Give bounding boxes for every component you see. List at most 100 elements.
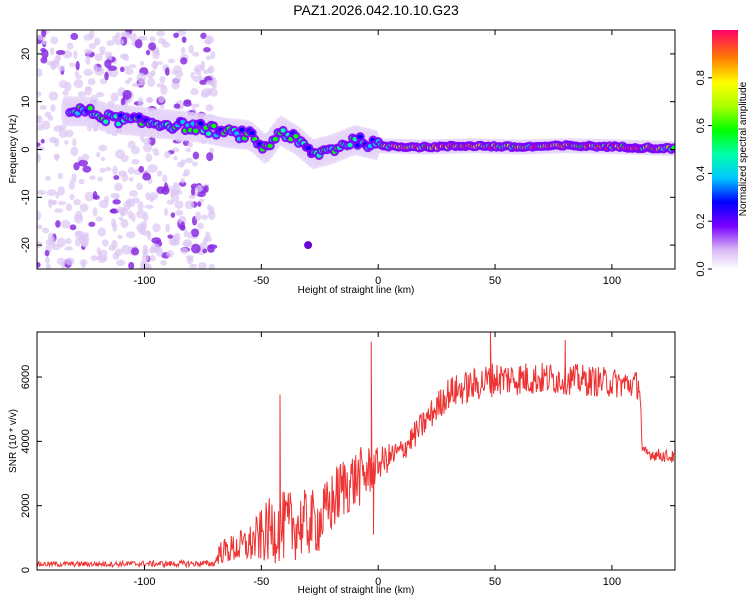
spectrogram-ridge-cell (115, 121, 122, 127)
spectrogram-noise-blob (175, 209, 184, 216)
snr-xtick-label: 100 (603, 576, 621, 588)
spectrogram-noise-blob (81, 153, 90, 161)
spectrogram-noise-blob (160, 104, 165, 110)
spectrogram-noise-blob (180, 57, 188, 65)
spectrogram-noise-blob (137, 201, 144, 211)
spectrogram-noise-blob (62, 89, 69, 96)
spectrogram-ridge-cell (74, 111, 81, 116)
snr-xtick-label: -100 (133, 576, 155, 588)
spectrogram-ridge-cell (272, 136, 278, 142)
spectrogram-noise-blob (88, 30, 95, 40)
spectrogram-noise-blob (111, 239, 118, 250)
spectrogram-noise-blob (156, 170, 163, 177)
spectrogram-noise-blob (58, 65, 65, 72)
spectrogram-noise-blob (148, 136, 156, 146)
spectrogram-noise-blob (166, 199, 175, 205)
snr-ytick-label: 2000 (20, 493, 32, 517)
spectrogram-noise-blob (191, 186, 196, 197)
spectrogram-noise-blob (145, 153, 153, 163)
spectrogram-noise-blob (55, 220, 61, 228)
spectrogram-noise-blob (160, 260, 168, 266)
spectrogram-noise-blob (98, 199, 109, 209)
spectrogram-noise-blob (202, 69, 209, 75)
spectrogram-noise-blob (116, 259, 126, 267)
spectrogram-noise-blob (69, 224, 77, 231)
snr-line-group (37, 332, 675, 569)
colorbar-gradient (712, 30, 738, 269)
spectrogram-noise-blob (96, 91, 105, 98)
spectrogram-noise-blob (97, 176, 104, 182)
spectrogram-noise-blob (73, 198, 81, 206)
spectrogram-noise-blob (142, 137, 152, 145)
spectrogram-noise-blob (50, 47, 55, 56)
spectrogram-noise-blob (144, 204, 154, 209)
spectrogram-noise-blob (156, 60, 164, 65)
spectrogram-noise-blob (182, 239, 193, 248)
spectrogram-noise-blob (167, 58, 175, 64)
spectrogram-noise-blob (104, 51, 110, 60)
spectrogram-noise-blob (125, 199, 132, 204)
spectrogram-xtick-label: 0 (375, 275, 381, 287)
spectrogram-noise-blob (172, 65, 182, 74)
spectrogram-noise-blob (195, 184, 203, 193)
spectrogram-ridge-cell (87, 105, 93, 111)
spectrogram-ytick-label: -10 (20, 189, 32, 205)
spectrogram-noise-blob (88, 221, 96, 227)
spectrogram-noise-blob (41, 120, 51, 130)
spectrogram-noise-blob (158, 95, 165, 103)
snr-ytick-label: 0 (20, 567, 32, 573)
spectrogram-noise-blob (115, 149, 125, 159)
spectrogram-noise-blob (132, 197, 140, 204)
spectrogram-ridge-cell (306, 145, 312, 151)
spectrogram-noise-blob (136, 209, 146, 219)
spectrogram-xlabel: Height of straight line (km) (298, 285, 415, 296)
spectrogram-noise-blob (173, 32, 179, 39)
spectrogram-noise-blob (106, 40, 115, 46)
colorbar-tick-label: 0.4 (695, 166, 707, 181)
spectrogram-ytick-label: 20 (20, 48, 32, 60)
spectrogram-noise-blob (180, 221, 185, 230)
spectrogram-noise-blob (188, 44, 194, 54)
spectrogram-noise-blob (146, 72, 154, 79)
spectrogram-noise-blob (210, 50, 216, 59)
spectrogram-noise-blob (170, 212, 176, 218)
spectrogram-noise-blob (197, 201, 202, 207)
spectrogram-noise-blob (44, 249, 50, 257)
spectrogram-ridge-cell (103, 119, 109, 124)
snr-panel: -100 -50 0 50 100 0 2000 4000 6000 Height of str… (8, 331, 676, 596)
spectrogram-ytick-label: -20 (20, 237, 32, 253)
spectrogram-noise-blob (110, 208, 117, 214)
spectrogram-noise-blob (192, 151, 200, 160)
spectrogram-noise-blob (194, 69, 202, 75)
spectrogram-noise-blob (87, 78, 96, 86)
spectrogram-noise-blob (120, 97, 126, 106)
spectrogram-noise-blob (75, 60, 80, 71)
snr-ylabel: SNR (10 * v/v) (8, 409, 19, 473)
spectrogram-noise-blob (134, 38, 143, 49)
spectrogram-noise-blob (145, 49, 151, 56)
spectrogram-noise-blob (190, 71, 196, 79)
spectrogram-noise-blob (138, 165, 145, 173)
spectrogram-noise-blob (209, 88, 218, 97)
spectrogram-noise-blob (199, 198, 205, 203)
spectrogram-noise-blob (65, 257, 75, 266)
spectrogram-noise-blob (149, 36, 156, 42)
spectrogram-ridge-cell (280, 128, 286, 133)
spectrogram-ridge-cell (180, 119, 186, 125)
snr-ytick-label: 6000 (20, 365, 32, 389)
spectrogram-noise-blob (128, 209, 133, 220)
spectrogram-noise-blob (98, 144, 108, 152)
spectrogram-noise-blob (164, 151, 171, 159)
spectrogram-noise-blob (153, 151, 160, 156)
spectrogram-noise-blob (99, 46, 106, 53)
chart-title: PAZ1.2026.042.10.10.G23 (293, 2, 459, 18)
spectrogram-noise-blob (171, 80, 180, 90)
spectrogram-noise-blob (95, 216, 103, 222)
snr-xtick-label: -50 (253, 576, 269, 588)
spectrogram-noise-blob (156, 30, 166, 37)
spectrogram-noise-blob (136, 182, 143, 191)
spectrogram-noise-blob (50, 104, 56, 112)
spectrogram-noise-blob (70, 146, 79, 157)
spectrogram-noise-blob (140, 35, 148, 41)
